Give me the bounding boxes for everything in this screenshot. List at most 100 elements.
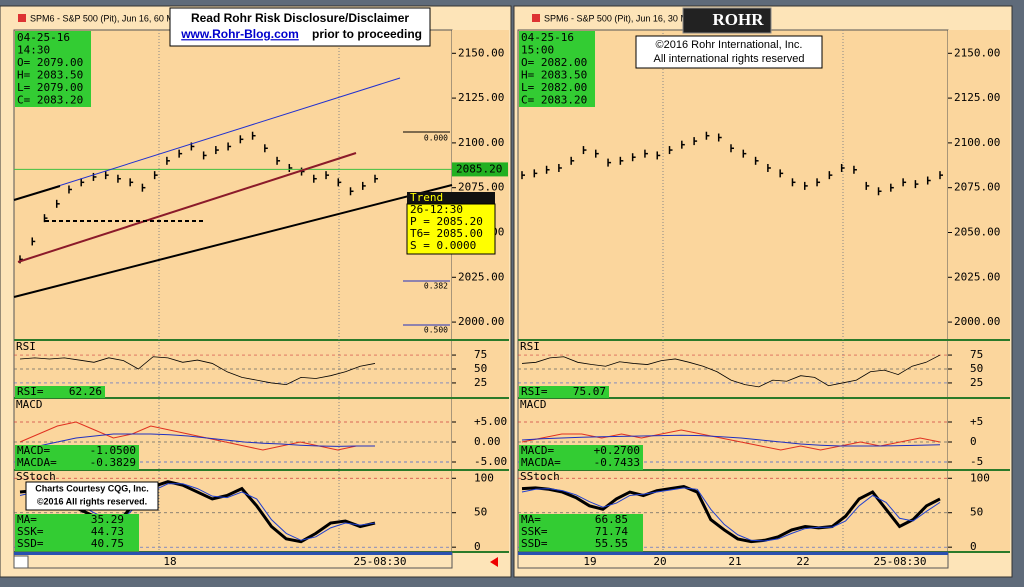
indicator-line xyxy=(521,487,941,542)
corner-box[interactable] xyxy=(13,555,29,569)
y-tick-label: 2125.00 xyxy=(458,91,504,104)
session-strip xyxy=(14,552,452,555)
info-line: 04-25-16 xyxy=(17,31,70,44)
y-tick-label: 2075.00 xyxy=(458,181,504,194)
readout-label: SSK= xyxy=(521,525,548,538)
readout-label: RSI= xyxy=(521,385,548,398)
axis-area xyxy=(452,30,509,552)
readout-box xyxy=(15,386,105,398)
last-price-tag xyxy=(452,162,508,177)
y-tick-label: 0 xyxy=(970,540,977,553)
readout-value: 35.29 xyxy=(91,513,124,526)
readout-label: MA= xyxy=(521,513,541,526)
readout-value: +0.2700 xyxy=(594,444,640,457)
trend-line xyxy=(13,77,401,201)
y-tick-label: +5 xyxy=(970,415,983,428)
window-icon xyxy=(532,14,540,22)
y-tick-label: 75 xyxy=(474,348,487,361)
copyright-box xyxy=(635,35,823,69)
readout-box xyxy=(519,386,609,398)
readout-value: -1.0500 xyxy=(90,444,136,457)
info-line: O= 2082.00 xyxy=(521,56,587,69)
panel-label: SStoch xyxy=(16,470,56,483)
y-tick-label: 75 xyxy=(970,348,983,361)
readout-value: -0.7433 xyxy=(594,456,640,469)
info-line: 04-25-16 xyxy=(521,31,574,44)
fib-label: 0.500 xyxy=(424,326,448,335)
axis-area xyxy=(948,30,1010,552)
y-tick-label: 2000.00 xyxy=(458,315,504,328)
panel-label: RSI xyxy=(520,340,540,353)
readout-value: 66.85 xyxy=(595,513,628,526)
x-tick-label: 25-08:30 xyxy=(354,555,407,568)
readout-label: MA= xyxy=(17,513,37,526)
readout-label: MACD= xyxy=(521,444,554,457)
info-box xyxy=(519,31,595,107)
readout-label: RSI= xyxy=(17,385,44,398)
y-tick-label: 100 xyxy=(970,471,990,484)
info-box xyxy=(15,31,91,107)
trend-box-title: Trend xyxy=(410,191,443,204)
trend-line xyxy=(13,184,453,298)
y-tick-label: 50 xyxy=(474,362,487,375)
x-tick-label: 19 xyxy=(583,555,596,568)
readout-value: 44.73 xyxy=(91,525,124,538)
y-tick-label: 2100.00 xyxy=(954,136,1000,149)
fib-label: 0.000 xyxy=(424,134,448,143)
readout-box xyxy=(15,514,139,552)
y-tick-label: 50 xyxy=(970,506,983,519)
trend-line xyxy=(17,152,357,263)
info-line: H= 2083.50 xyxy=(17,69,83,82)
y-tick-label: 50 xyxy=(970,362,983,375)
y-tick-label: 25 xyxy=(474,376,487,389)
y-tick-label: +5.00 xyxy=(474,415,507,428)
indicator-line xyxy=(521,434,941,447)
y-tick-label: 2025.00 xyxy=(458,270,504,283)
readout-label: SSK= xyxy=(17,525,44,538)
y-tick-label: 2000.00 xyxy=(954,315,1000,328)
indicator-line xyxy=(521,484,941,544)
readout-value: 75.07 xyxy=(573,385,606,398)
trend-box xyxy=(406,203,496,255)
y-tick-label: 2150.00 xyxy=(458,46,504,59)
window-title: SPM6 - S&P 500 (Pit), Jun 16, 60 Min xyxy=(30,13,181,23)
y-tick-label: 2075.00 xyxy=(954,181,1000,194)
disclaimer-box xyxy=(169,7,431,47)
chart-area xyxy=(13,29,453,553)
panel-label: RSI xyxy=(16,340,36,353)
y-tick-label: 2025.00 xyxy=(954,270,1000,283)
y-tick-label: 2125.00 xyxy=(954,91,1000,104)
indicator-line xyxy=(19,356,376,386)
readout-value: 62.26 xyxy=(69,385,102,398)
x-tick-label: 18 xyxy=(163,555,176,568)
logo xyxy=(682,7,772,34)
trend-box-line: S = 0.0000 xyxy=(410,239,476,252)
trend-box-line: 26-12:30 xyxy=(410,203,463,216)
trend-box-line: P = 2085.20 xyxy=(410,215,483,228)
y-tick-label: 2150.00 xyxy=(954,46,1000,59)
readout-label: MACD= xyxy=(17,444,50,457)
indicator-line xyxy=(19,421,375,451)
panel-label: MACD xyxy=(16,398,43,411)
y-tick-label: 100 xyxy=(474,471,494,484)
window-title: SPM6 - S&P 500 (Pit), Jun 16, 30 Min xyxy=(544,13,695,23)
last-price-label: 2085.20 xyxy=(456,162,502,175)
copyright-text: All international rights reserved xyxy=(653,53,804,65)
x-tick-label: 20 xyxy=(653,555,666,568)
session-strip xyxy=(518,552,948,555)
info-line: O= 2079.00 xyxy=(17,56,83,69)
readout-box xyxy=(15,445,139,470)
fib-label: 0.382 xyxy=(424,282,448,291)
y-tick-label: -5 xyxy=(970,455,983,468)
disclaimer-link[interactable]: www.Rohr-Blog.com xyxy=(180,27,299,41)
y-tick-label: 2100.00 xyxy=(458,136,504,149)
scroll-arrow[interactable] xyxy=(490,557,498,567)
info-line: H= 2083.50 xyxy=(521,69,587,82)
readout-value: -0.3829 xyxy=(90,456,136,469)
trend-line xyxy=(13,185,61,201)
info-line: 15:00 xyxy=(521,44,554,57)
disclaimer-text: Read Rohr Risk Disclosure/Disclaimer xyxy=(191,11,409,25)
y-tick-label: -5.00 xyxy=(474,455,507,468)
x-tick-label: 25-08:30 xyxy=(874,555,927,568)
disclaimer-text: prior to proceeding xyxy=(312,27,422,41)
